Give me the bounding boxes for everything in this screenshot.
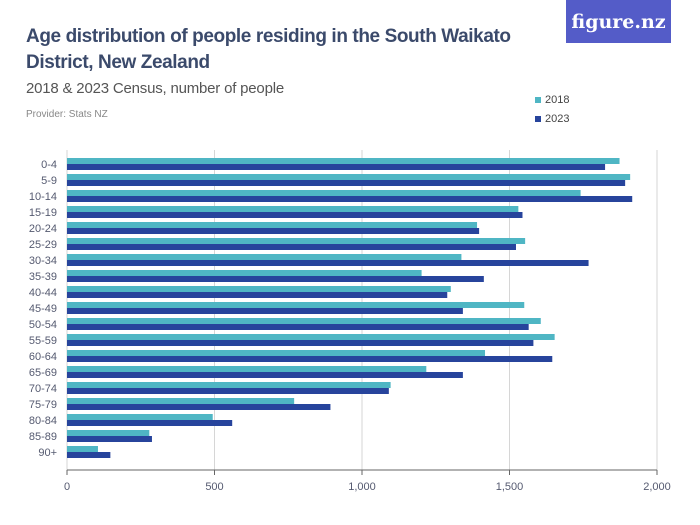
bar-2023-55-59 bbox=[67, 340, 534, 346]
legend-item-2018: 2018 bbox=[535, 90, 569, 109]
bar-2023-25-29 bbox=[67, 244, 516, 250]
bar-2018-60-64 bbox=[67, 350, 486, 356]
bar-2018-85-89 bbox=[67, 430, 150, 436]
y-category-label: 40-44 bbox=[29, 287, 57, 299]
bar-2018-50-54 bbox=[67, 318, 541, 324]
bar-2023-40-44 bbox=[67, 292, 448, 298]
y-category-label: 55-59 bbox=[29, 335, 57, 347]
bar-2023-45-49 bbox=[67, 308, 463, 314]
bar-2023-80-84 bbox=[67, 420, 233, 426]
legend-swatch-2023 bbox=[535, 115, 541, 122]
bar-2018-25-29 bbox=[67, 238, 526, 244]
bar-2018-5-9 bbox=[67, 174, 631, 180]
y-category-label: 65-69 bbox=[29, 367, 57, 379]
bar-2018-40-44 bbox=[67, 286, 451, 292]
bar-2023-10-14 bbox=[67, 196, 633, 202]
bar-2023-70-74 bbox=[67, 388, 389, 394]
bar-2018-20-24 bbox=[67, 222, 478, 228]
y-category-label: 75-79 bbox=[29, 399, 57, 411]
bar-2023-5-9 bbox=[67, 180, 626, 186]
y-category-label: 25-29 bbox=[29, 239, 57, 251]
y-category-label: 45-49 bbox=[29, 303, 57, 315]
bar-2018-80-84 bbox=[67, 414, 213, 420]
x-tick-label: 1,000 bbox=[348, 481, 376, 493]
x-tick-label: 500 bbox=[205, 481, 223, 493]
y-category-label: 35-39 bbox=[29, 271, 57, 283]
y-category-label: 10-14 bbox=[29, 191, 57, 203]
figure-nz-logo[interactable]: figure.nz bbox=[566, 0, 671, 43]
bar-2023-65-69 bbox=[67, 372, 463, 378]
chart-title: Age distribution of people residing in t… bbox=[26, 26, 511, 73]
legend-label-2023: 2023 bbox=[545, 112, 570, 125]
bar-2023-75-79 bbox=[67, 404, 331, 410]
bar-2023-35-39 bbox=[67, 276, 484, 282]
bar-2018-70-74 bbox=[67, 382, 391, 388]
legend-item-2023: 2023 bbox=[535, 109, 569, 128]
chart-subtitle: 2018 & 2023 Census, number of people bbox=[26, 80, 284, 97]
y-category-label: 90+ bbox=[38, 447, 57, 459]
bar-2018-75-79 bbox=[67, 398, 295, 404]
y-category-label: 5-9 bbox=[41, 175, 57, 187]
bar-2018-90+ bbox=[67, 446, 98, 452]
legend: 2018 2023 bbox=[535, 90, 569, 128]
bar-2023-20-24 bbox=[67, 228, 480, 234]
bar-2018-35-39 bbox=[67, 270, 422, 276]
provider-label: Provider: Stats NZ bbox=[26, 109, 108, 120]
x-tick-label: 2,000 bbox=[643, 481, 671, 493]
bar-2018-0-4 bbox=[67, 158, 620, 164]
y-category-label: 80-84 bbox=[29, 415, 57, 427]
y-category-label: 0-4 bbox=[41, 159, 57, 171]
bar-2023-85-89 bbox=[67, 436, 152, 442]
bar-2023-60-64 bbox=[67, 356, 553, 362]
bar-2018-45-49 bbox=[67, 302, 525, 308]
y-category-label: 20-24 bbox=[29, 223, 57, 235]
bar-2023-30-34 bbox=[67, 260, 589, 266]
y-category-label: 60-64 bbox=[29, 351, 57, 363]
y-category-label: 70-74 bbox=[29, 383, 57, 395]
bar-2023-90+ bbox=[67, 452, 111, 458]
bar-2023-0-4 bbox=[67, 164, 606, 170]
legend-label-2018: 2018 bbox=[545, 93, 570, 106]
bar-2023-15-19 bbox=[67, 212, 523, 218]
bar-2018-30-34 bbox=[67, 254, 462, 260]
bar-2018-15-19 bbox=[67, 206, 519, 212]
bar-2018-55-59 bbox=[67, 334, 555, 340]
y-category-label: 15-19 bbox=[29, 207, 57, 219]
bar-2018-10-14 bbox=[67, 190, 581, 196]
bar-2023-50-54 bbox=[67, 324, 529, 330]
y-category-label: 50-54 bbox=[29, 319, 57, 331]
x-tick-label: 1,500 bbox=[496, 481, 524, 493]
y-category-label: 85-89 bbox=[29, 431, 57, 443]
bar-2018-65-69 bbox=[67, 366, 427, 372]
legend-swatch-2018 bbox=[535, 96, 541, 103]
x-tick-label: 0 bbox=[64, 481, 70, 493]
y-category-label: 30-34 bbox=[29, 255, 57, 267]
